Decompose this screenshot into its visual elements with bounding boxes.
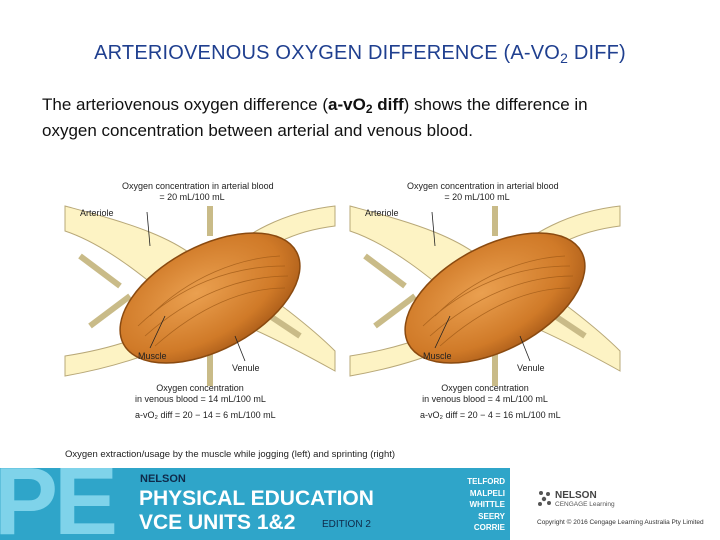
right-panel-drawing [349,205,621,386]
pe-logo-letters: PE [0,468,118,540]
banner-color-block: PE NELSON PHYSICAL EDUCATION VCE UNITS 1… [0,468,510,540]
author-name: CORRIE [473,523,505,532]
left-venous-label: Oxygen concentration in venous blood = 14… [135,383,266,404]
right-venule-label: Venule [517,363,545,373]
body-paragraph: The arteriovenous oxygen difference (a-v… [42,95,588,140]
banner-authors: TELFORD MALPELI WHITTLE SEERY CORRIE [445,476,505,534]
author-name: MALPELI [469,488,505,498]
slide-title: ARTERIOVENOUS OXYGEN DIFFERENCE (A-VO2 D… [94,42,626,66]
banner-publisher: NELSON [140,473,186,485]
muscle-capillary-illustration [64,205,621,386]
right-arteriole-label: Arteriole [365,208,399,218]
left-arterial-label: Oxygen concentration in arterial blood = … [122,181,274,202]
right-venous-label: Oxygen concentration in venous blood = 4 … [422,383,548,404]
nelson-logo-icon [538,491,551,506]
banner-title-line1: PHYSICAL EDUCATION [139,487,374,510]
left-venule-label: Venule [232,363,260,373]
footer-banner: PE NELSON PHYSICAL EDUCATION VCE UNITS 1… [0,468,720,540]
figure-caption: Oxygen extraction/usage by the muscle wh… [65,449,396,460]
logo-subtitle: CENGAGE Learning [555,501,615,508]
author-name: WHITTLE [469,500,505,509]
banner-edition: EDITION 2 [322,519,371,530]
right-arterial-label: Oxygen concentration in arterial blood = … [407,181,559,202]
left-diff-label: a-vO₂ diff = 20 − 14 = 6 mL/100 mL [135,410,276,420]
banner-title-line2: VCE UNITS 1&2 [139,511,296,534]
left-muscle-label: Muscle [138,351,167,361]
right-muscle-label: Muscle [423,351,452,361]
author-name: TELFORD [467,477,505,486]
left-arteriole-label: Arteriole [80,208,114,218]
copyright-text: Copyright © 2016 Cengage Learning Austra… [537,519,704,526]
right-diff-label: a-vO₂ diff = 20 − 4 = 16 mL/100 mL [420,410,561,420]
logo-name: NELSON [555,490,597,501]
author-name: SEERY [478,511,505,521]
left-panel-drawing [64,205,336,386]
a-vo2-diff-figure: Oxygen concentration in arterial blood = … [60,176,660,466]
